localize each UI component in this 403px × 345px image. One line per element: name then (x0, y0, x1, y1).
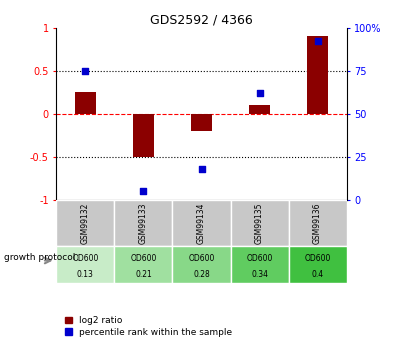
Text: OD600: OD600 (304, 254, 331, 263)
Bar (114, 200, 172, 246)
Text: GSM99134: GSM99134 (197, 202, 206, 244)
Bar (114, 246, 172, 283)
Point (82, 68, 89, 73)
Text: growth protocol: growth protocol (4, 253, 75, 262)
Text: 0.34: 0.34 (251, 270, 268, 279)
Text: 0.21: 0.21 (135, 270, 152, 279)
Bar (289, 246, 347, 283)
Text: 0.13: 0.13 (77, 270, 94, 279)
Text: 0.4: 0.4 (312, 270, 324, 279)
Bar (289, 200, 347, 246)
Bar (231, 200, 289, 246)
Bar (307, 36, 328, 114)
Text: 0.28: 0.28 (193, 270, 210, 279)
Bar (75, 92, 96, 114)
Bar (133, 114, 154, 157)
Bar (56, 200, 114, 246)
Text: GSM99135: GSM99135 (255, 202, 264, 244)
Bar (172, 246, 231, 283)
Text: OD600: OD600 (246, 254, 273, 263)
Point (198, 166, 205, 172)
Text: GSM99136: GSM99136 (313, 202, 322, 244)
Text: OD600: OD600 (188, 254, 215, 263)
Bar (56, 246, 114, 283)
Text: OD600: OD600 (130, 254, 157, 263)
Point (140, 189, 147, 194)
Bar (231, 246, 289, 283)
Title: GDS2592 / 4366: GDS2592 / 4366 (150, 13, 253, 27)
Point (256, 90, 263, 96)
Point (314, 39, 321, 44)
Bar (172, 200, 231, 246)
Text: OD600: OD600 (72, 254, 99, 263)
Text: GSM99133: GSM99133 (139, 202, 148, 244)
Bar (191, 114, 212, 131)
Text: GSM99132: GSM99132 (81, 202, 90, 244)
Legend: log2 ratio, percentile rank within the sample: log2 ratio, percentile rank within the s… (61, 313, 236, 341)
Bar (249, 105, 270, 114)
